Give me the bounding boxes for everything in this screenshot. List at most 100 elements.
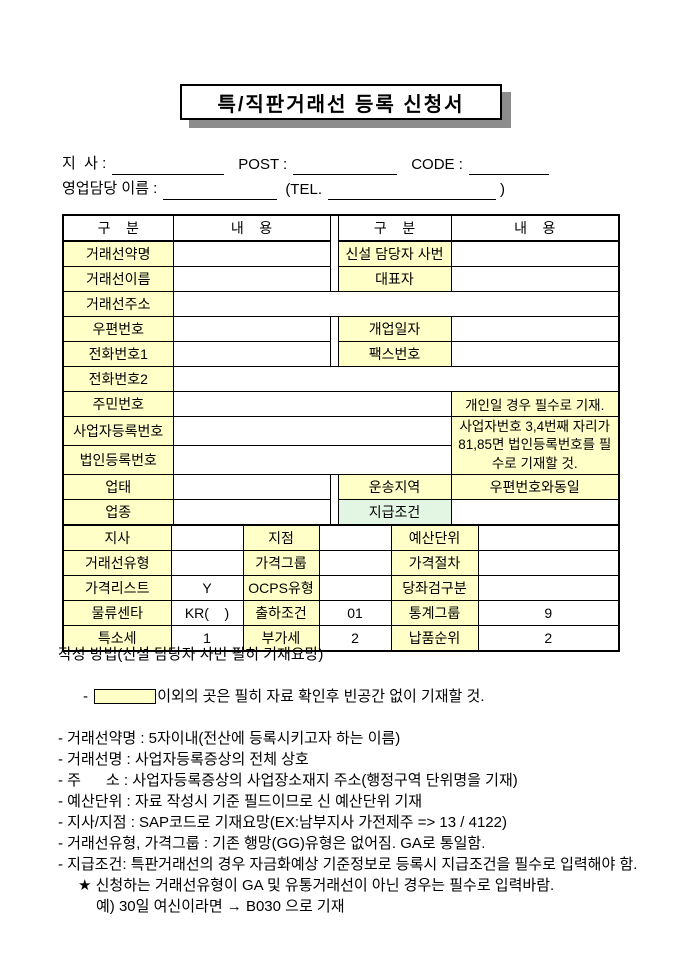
header-line-1: 지 사 : POST : CODE : bbox=[62, 150, 622, 175]
fax-label: 팩스번호 bbox=[337, 341, 452, 367]
table-row: 거래선유형 가격그룹 가격절차 bbox=[62, 550, 620, 576]
logistics-center-value[interactable]: KR( ) bbox=[170, 600, 244, 626]
instructions: 작성 방법(신설 담당자 사번 필히 기재요망) - 이외의 곳은 필히 자료 … bbox=[58, 644, 643, 917]
column-divider bbox=[329, 266, 339, 292]
instruction-line: - 거래선유형, 가격그룹 : 기존 행망(GG)유형은 없어짐. GA로 통일… bbox=[58, 835, 486, 852]
phone1-value[interactable] bbox=[172, 341, 331, 367]
zip-code-label: 우편번호 bbox=[62, 316, 174, 342]
shipping-condition-value[interactable]: 01 bbox=[318, 600, 392, 626]
ocps-type-label: OCPS유형 bbox=[242, 575, 320, 601]
vat-value[interactable]: 2 bbox=[318, 625, 392, 652]
price-list-value[interactable]: Y bbox=[170, 575, 244, 601]
col-header-category-left: 구 분 bbox=[62, 214, 174, 242]
sales-rep-label: 영업담당 이름 : bbox=[62, 180, 158, 197]
ocps-type-value[interactable] bbox=[318, 575, 392, 601]
office-cell-label: 지점 bbox=[242, 525, 320, 551]
budget-unit-label: 예산단위 bbox=[390, 525, 479, 551]
trade-address-value[interactable] bbox=[172, 291, 620, 317]
table-row: 물류센타 KR( ) 출하조건 01 통계그룹 9 bbox=[62, 600, 620, 626]
table-row: 전화번호1 팩스번호 bbox=[62, 341, 620, 367]
instruction-box-line: - 이외의 곳은 필히 자료 확인후 빈공간 없이 기재할 것. bbox=[58, 665, 643, 728]
registration-table: 구 분 내 용 구 분 내 용 거래선약명 신설 담당자 사번 거래선이름 대표… bbox=[62, 214, 620, 652]
business-type-value[interactable] bbox=[172, 474, 331, 500]
table-row: 업태 운송지역 우편번호와동일 bbox=[62, 474, 620, 500]
logistics-center-label: 물류센타 bbox=[62, 600, 172, 626]
table-row: 업종 지급조건 bbox=[62, 499, 620, 525]
title-box: 특/직판거래선 등록 신청서 bbox=[180, 84, 502, 120]
trade-address-label: 거래선주소 bbox=[62, 291, 174, 317]
instruction-line: - 예산단위 : 자료 작성시 기준 필드이므로 신 예산단위 기재 bbox=[58, 793, 423, 810]
business-reg-no-label: 사업자등록번호 bbox=[62, 416, 174, 446]
instructions-heading: 작성 방법(신설 담당자 사번 필히 기재요망) bbox=[58, 646, 324, 663]
column-divider bbox=[329, 474, 339, 500]
table-row: 가격리스트 Y OCPS유형 당좌검구분 bbox=[62, 575, 620, 601]
trade-name-label: 거래선이름 bbox=[62, 266, 174, 292]
resident-no-value[interactable] bbox=[172, 391, 452, 417]
phone2-value[interactable] bbox=[172, 366, 620, 392]
partner-type-label: 거래선유형 bbox=[62, 550, 172, 576]
office-cell-value[interactable] bbox=[318, 525, 392, 551]
column-divider bbox=[329, 316, 339, 342]
shipping-condition-label: 출하조건 bbox=[242, 600, 320, 626]
col-header-content-right: 내 용 bbox=[450, 214, 620, 242]
statistics-group-value[interactable]: 9 bbox=[477, 600, 620, 626]
branch-input-blank[interactable] bbox=[112, 157, 225, 175]
business-category-label: 업종 bbox=[62, 499, 174, 525]
header-line-2: 영업담당 이름 : (TEL. ) bbox=[62, 175, 622, 200]
partner-type-value[interactable] bbox=[170, 550, 244, 576]
budget-unit-value[interactable] bbox=[477, 525, 620, 551]
box-line-prefix: - bbox=[83, 688, 93, 705]
trade-name-value[interactable] bbox=[172, 266, 331, 292]
instruction-line: - 거래선약명 : 5자이내(전산에 등록시키고자 하는 이름) bbox=[58, 730, 401, 747]
phone1-label: 전화번호1 bbox=[62, 341, 174, 367]
table-row: 거래선약명 신설 담당자 사번 bbox=[62, 240, 620, 267]
post-input-blank[interactable] bbox=[293, 157, 398, 175]
tel-input-blank[interactable] bbox=[328, 182, 496, 200]
branch-cell-label: 지사 bbox=[62, 525, 172, 551]
new-manager-id-value[interactable] bbox=[450, 240, 620, 267]
header-fields: 지 사 : POST : CODE : 영업담당 이름 : (TEL. ) bbox=[62, 150, 622, 200]
table-row: 법인등록번호 bbox=[62, 445, 619, 475]
corporate-reg-no-value[interactable] bbox=[172, 445, 452, 475]
table-row: 전화번호2 bbox=[62, 366, 620, 392]
table-row: 사업자등록번호 사업자번호 3,4번째 자리가 81,85면 법인등록번호를 필… bbox=[62, 416, 620, 475]
fax-value[interactable] bbox=[450, 341, 620, 367]
code-label: CODE : bbox=[411, 156, 463, 173]
instruction-line: - 주 소 : 사업자등록증상의 사업장소재지 주소(행정구역 단위명을 기재) bbox=[58, 772, 518, 789]
column-divider bbox=[329, 499, 339, 525]
price-group-value[interactable] bbox=[318, 550, 392, 576]
table-row: 우편번호 개업일자 bbox=[62, 316, 620, 342]
trade-alias-value[interactable] bbox=[172, 240, 331, 267]
code-input-blank[interactable] bbox=[468, 157, 549, 175]
opening-date-label: 개업일자 bbox=[337, 316, 452, 342]
branch-label: 지 사 : bbox=[62, 155, 107, 172]
current-account-value[interactable] bbox=[477, 575, 620, 601]
column-divider bbox=[329, 241, 339, 267]
phone2-label: 전화번호2 bbox=[62, 366, 174, 392]
business-category-value[interactable] bbox=[172, 499, 331, 525]
resident-no-note: 개인일 경우 필수로 기재. bbox=[450, 391, 620, 417]
payment-terms-label: 지급조건 bbox=[337, 499, 452, 525]
sales-rep-input-blank[interactable] bbox=[163, 182, 278, 200]
business-reg-no-value[interactable] bbox=[172, 416, 452, 446]
col-header-category-right: 구 분 bbox=[337, 214, 452, 242]
payment-terms-value[interactable] bbox=[450, 499, 620, 525]
opening-date-value[interactable] bbox=[450, 316, 620, 342]
registration-table-top: 구 분 내 용 구 분 내 용 거래선약명 신설 담당자 사번 거래선이름 대표… bbox=[62, 214, 620, 525]
resident-no-label: 주민번호 bbox=[62, 391, 174, 417]
yellow-field-sample-box bbox=[94, 688, 157, 704]
shipping-region-value: 우편번호와동일 bbox=[450, 474, 620, 500]
price-procedure-value[interactable] bbox=[477, 550, 620, 576]
statistics-group-label: 통계그룹 bbox=[390, 600, 479, 626]
representative-value[interactable] bbox=[450, 266, 620, 292]
delivery-priority-value[interactable]: 2 bbox=[477, 625, 620, 652]
price-list-label: 가격리스트 bbox=[62, 575, 172, 601]
tel-label: (TEL. bbox=[285, 181, 322, 198]
instruction-star-line: ★ 신청하는 거래선유형이 GA 및 유통거래선이 아닌 경우는 필수로 입력바… bbox=[78, 877, 555, 894]
column-divider bbox=[329, 215, 339, 241]
instruction-line: - 거래선명 : 사업자등록증상의 전체 상호 bbox=[58, 751, 309, 768]
special-tax-label: 특소세 bbox=[62, 625, 172, 652]
branch-cell-value[interactable] bbox=[170, 525, 244, 551]
zip-code-value[interactable] bbox=[172, 316, 331, 342]
shipping-region-label: 운송지역 bbox=[337, 474, 452, 500]
